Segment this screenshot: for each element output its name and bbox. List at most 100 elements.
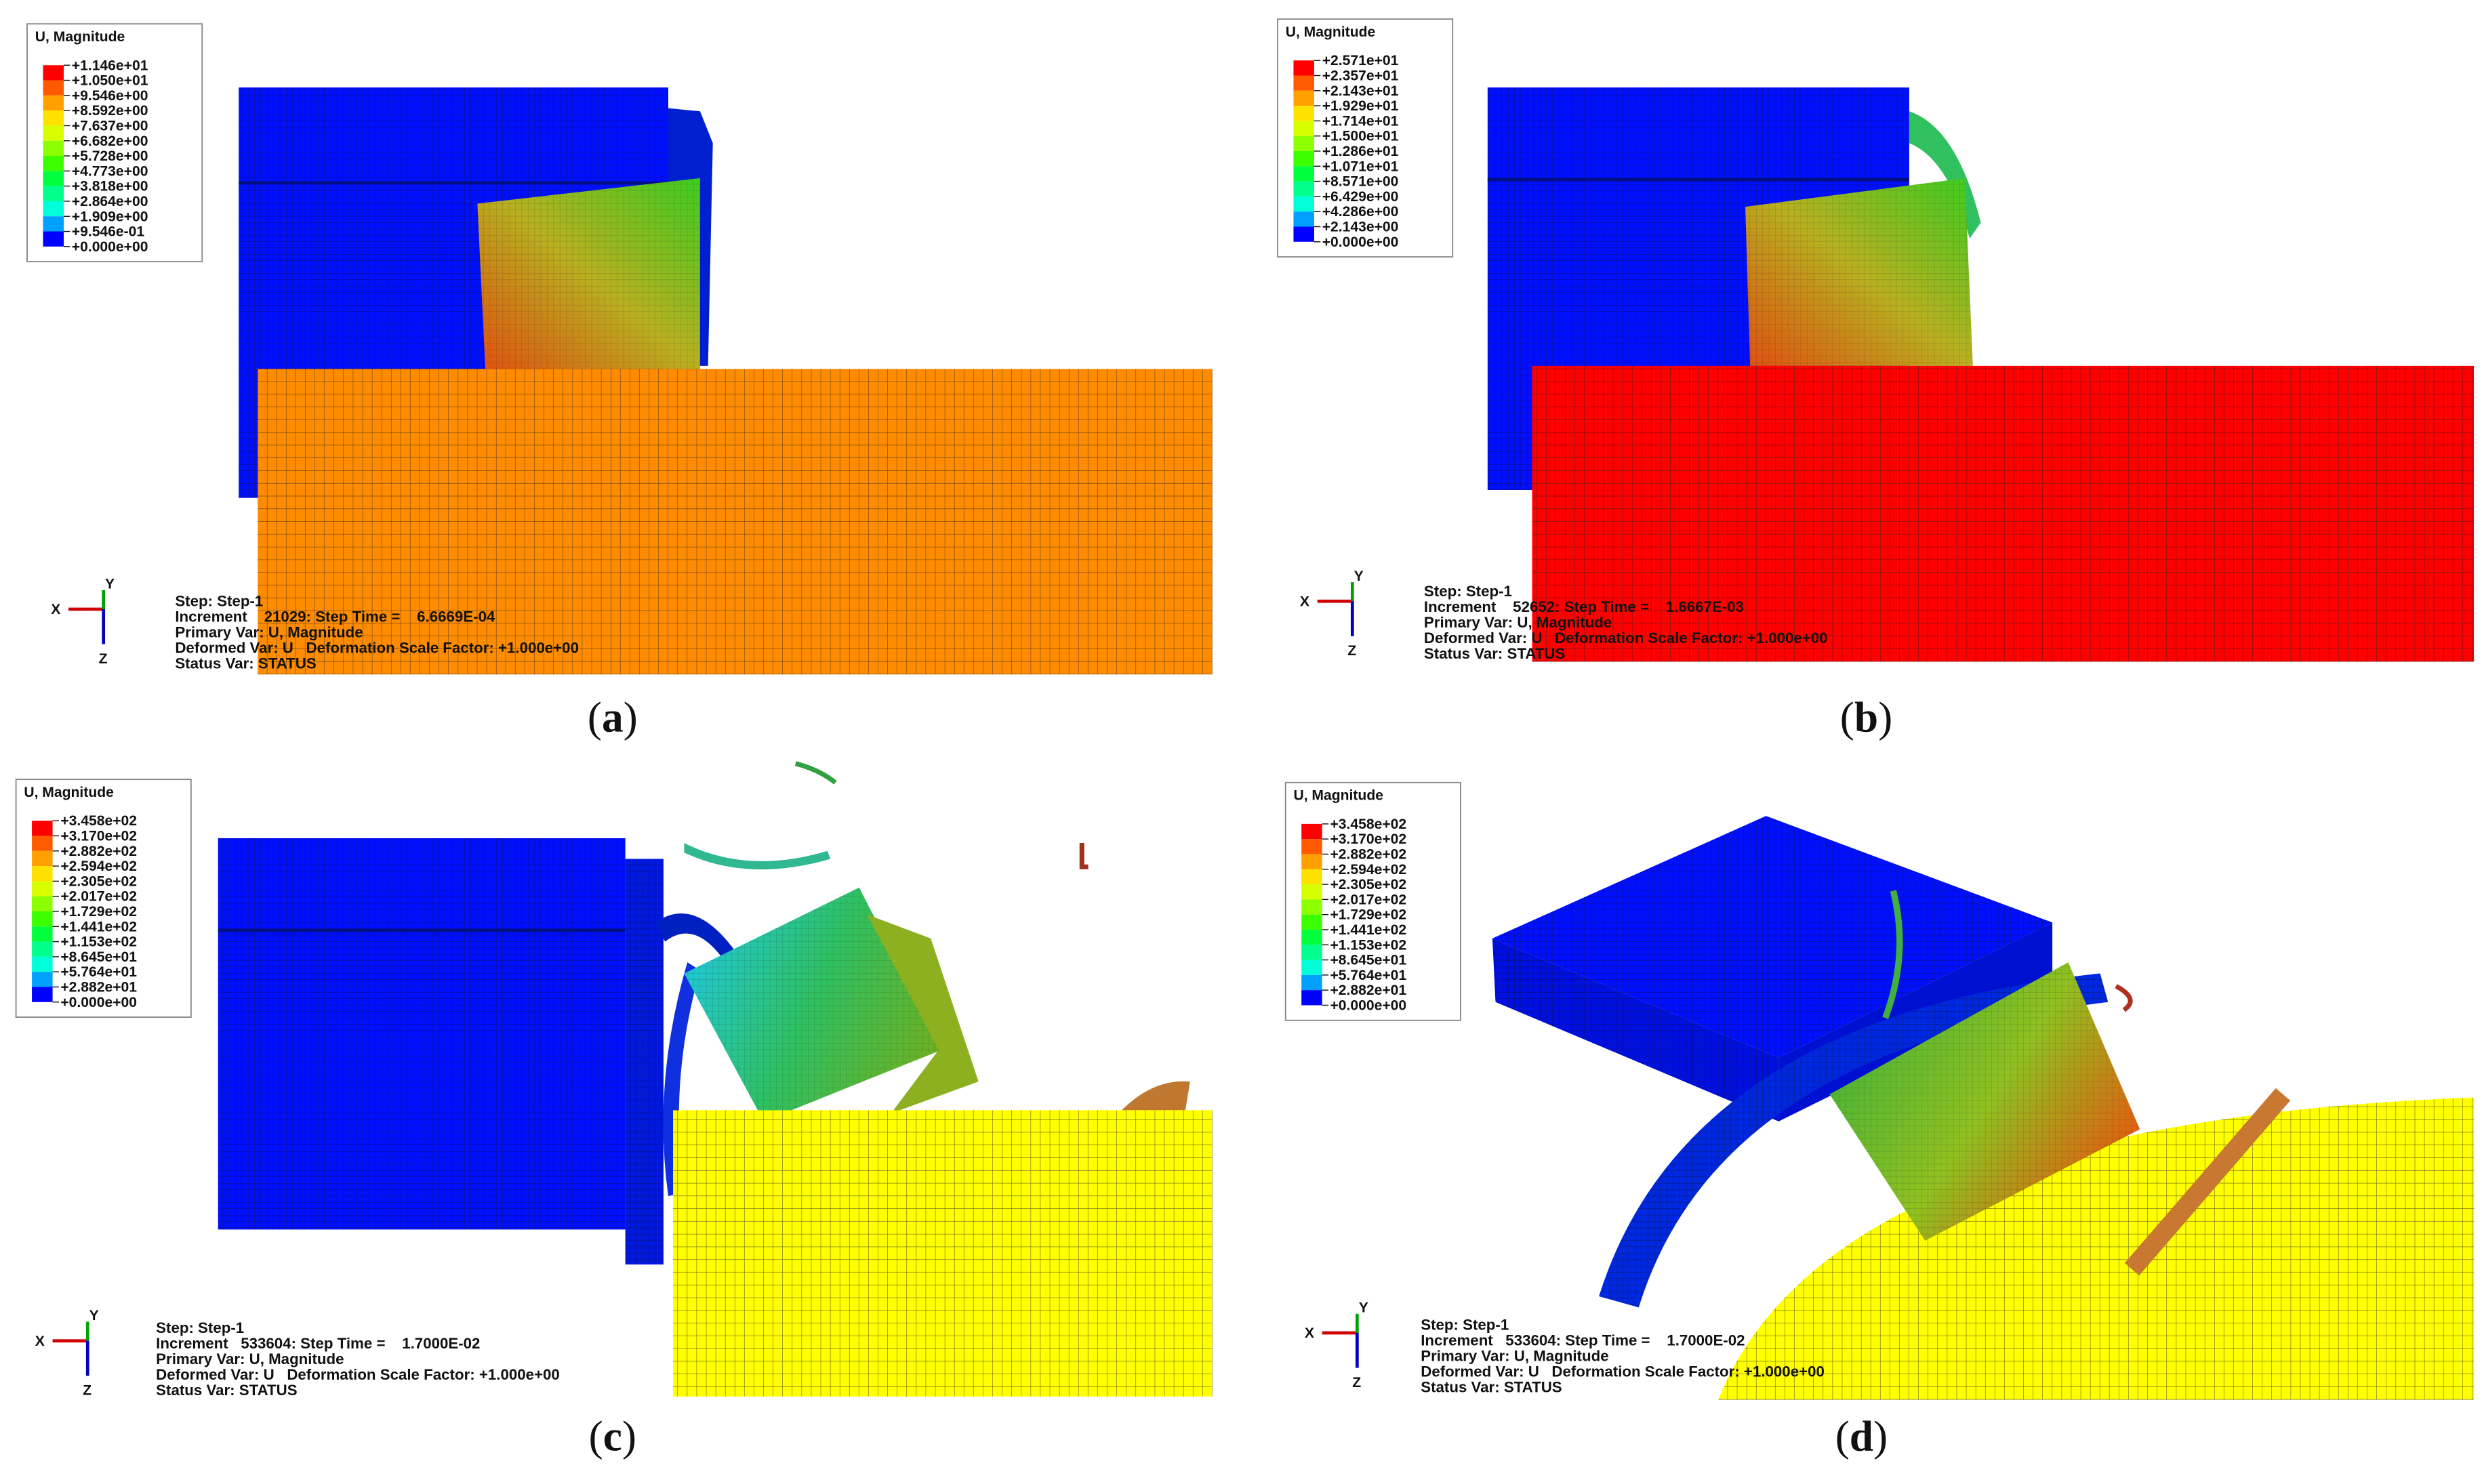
caption-part: b (1854, 694, 1878, 741)
legend-swatch (32, 850, 53, 867)
legend-value: +1.146e+01 (72, 58, 148, 73)
legend-swatch (1301, 869, 1322, 885)
legend-swatch (43, 186, 64, 201)
legend-swatch (1301, 823, 1322, 840)
triad-z-label: Z (1352, 1375, 1361, 1390)
legend-swatch (43, 80, 64, 96)
legend-swatch (1301, 854, 1322, 869)
legend-swatch (43, 216, 64, 232)
legend-value: +2.594e+02 (1330, 862, 1406, 878)
legend-value: +1.071e+01 (1322, 159, 1399, 174)
legend-value: +1.909e+00 (72, 209, 148, 224)
legend-value: +2.571e+01 (1322, 53, 1399, 68)
triad-z-label: Z (83, 1383, 91, 1399)
legend-title: U, Magnitude (24, 785, 114, 800)
legend-value: +2.882e+02 (60, 844, 137, 859)
status-line: Step: Step-1 (1421, 1316, 1509, 1333)
legend-value: +2.594e+02 (60, 859, 137, 874)
legend-swatch (32, 881, 53, 896)
legend-swatch (1293, 60, 1314, 76)
panel-caption: (b) (1840, 694, 1892, 741)
status-line: Primary Var: U, Magnitude (175, 623, 363, 640)
legend-value: +2.882e+01 (1330, 983, 1406, 998)
legend-value: +2.017e+02 (60, 889, 137, 905)
legend-value: +5.764e+01 (1330, 968, 1406, 983)
panel-d-model (1492, 816, 2475, 1400)
legend-swatch (1293, 150, 1314, 167)
triad-x-label: X (1305, 1325, 1314, 1341)
legend-swatch (1301, 929, 1322, 945)
triad-y-label: Y (105, 576, 115, 592)
legend-swatch (43, 201, 64, 217)
legend-value: +1.153e+02 (1330, 937, 1406, 953)
legend-value: +2.357e+01 (1322, 68, 1399, 84)
triad-y-label: Y (89, 1308, 99, 1323)
legend-swatch (1293, 106, 1314, 121)
legend-swatch (1301, 899, 1322, 915)
legend-swatch (1301, 839, 1322, 854)
triad-y-label: Y (1359, 1300, 1368, 1315)
legend-value: +0.000e+00 (72, 239, 148, 255)
legend-value: +1.729e+02 (60, 904, 137, 920)
legend-value: +3.170e+02 (1330, 831, 1406, 847)
status-line: Primary Var: U, Magnitude (1421, 1347, 1608, 1364)
caption-part: ) (1873, 1413, 1888, 1460)
legend-swatch (1301, 914, 1322, 930)
status-line: Deformed Var: U Deformation Scale Factor… (175, 639, 579, 656)
legend-value: +6.682e+00 (72, 133, 148, 149)
legend-title: U, Magnitude (1293, 788, 1383, 804)
status-line: Increment 533604: Step Time = 1.7000E-02 (156, 1335, 480, 1352)
caption-part: c (603, 1413, 622, 1460)
legend-value: +1.286e+01 (1322, 144, 1399, 159)
legend-value: +3.458e+02 (1330, 817, 1406, 832)
legend-swatch (1301, 945, 1322, 960)
triad-z-label: Z (99, 651, 108, 667)
legend-swatch (1293, 196, 1314, 212)
caption-part: ) (624, 694, 638, 741)
legend-swatch (43, 110, 64, 126)
status-line: Deformed Var: U Deformation Scale Factor… (1421, 1363, 1825, 1380)
legend-value: +0.000e+00 (1322, 234, 1399, 250)
triad-y-label: Y (1354, 569, 1364, 584)
legend-value: +3.170e+02 (60, 829, 137, 844)
legend-value: +9.546e-01 (72, 224, 145, 240)
panel-caption: (c) (589, 1413, 636, 1460)
legend-value: +1.729e+02 (1330, 907, 1406, 923)
caption-part: ( (1840, 694, 1854, 741)
legend-swatch (32, 972, 53, 987)
status-line: Deformed Var: U Deformation Scale Factor… (156, 1366, 560, 1383)
legend-swatch (43, 125, 64, 141)
legend-value: +2.864e+00 (72, 194, 148, 209)
legend-swatch (32, 821, 53, 836)
legend-title: U, Magnitude (1286, 24, 1376, 40)
status-line: Deformed Var: U Deformation Scale Factor… (1424, 630, 1828, 646)
legend-swatch (32, 896, 53, 911)
legend-swatch (1293, 75, 1314, 91)
legend-value: +3.818e+00 (72, 179, 148, 194)
triad-x-label: X (35, 1334, 45, 1349)
legend-swatch (32, 987, 53, 1002)
caption-part: ( (589, 1413, 603, 1460)
legend-swatch (1293, 226, 1314, 242)
status-line: Increment 533604: Step Time = 1.7000E-02 (1421, 1332, 1745, 1348)
legend-value: +2.143e+01 (1322, 83, 1399, 99)
legend-value: +6.429e+00 (1322, 189, 1399, 205)
legend-value: +2.305e+02 (60, 873, 137, 889)
legend-swatch (43, 171, 64, 186)
triad-z-label: Z (1347, 643, 1356, 659)
legend-swatch (1293, 166, 1314, 182)
legend-swatch (1293, 90, 1314, 106)
status-line: Status Var: STATUS (1421, 1378, 1562, 1395)
status-line: Increment 21029: Step Time = 6.6669E-04 (175, 608, 495, 625)
legend-value: +1.441e+02 (60, 919, 137, 934)
legend-value: +1.153e+02 (60, 934, 137, 950)
legend-value: +1.929e+01 (1322, 98, 1399, 114)
legend-swatch (1293, 211, 1314, 227)
panel-c-model (218, 761, 1213, 1397)
caption-part: ( (1835, 1413, 1850, 1460)
legend-value: +2.305e+02 (1330, 877, 1406, 892)
legend-swatch (32, 956, 53, 972)
legend-value: +3.458e+02 (60, 813, 137, 829)
legend-swatch (43, 140, 64, 157)
legend-swatch (32, 941, 53, 957)
